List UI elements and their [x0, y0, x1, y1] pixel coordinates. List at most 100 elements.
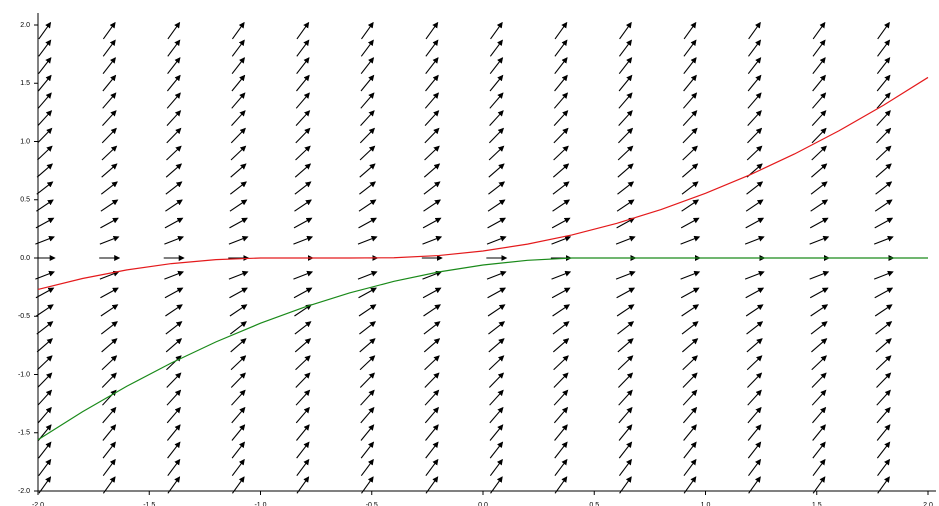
field-arrow: [680, 270, 701, 280]
field-arrow: [360, 424, 375, 441]
field-arrow: [294, 163, 312, 178]
field-arrow: [877, 39, 891, 57]
field-arrow: [296, 21, 310, 40]
field-arrow: [167, 458, 181, 477]
field-arrow: [487, 217, 506, 229]
field-arrow: [99, 270, 120, 280]
field-arrow: [422, 287, 442, 299]
field-arrow: [812, 57, 826, 75]
field-arrow: [229, 217, 248, 229]
field-arrow: [230, 338, 247, 353]
field-arrow: [361, 21, 374, 40]
field-arrow: [681, 304, 700, 317]
field-arrow: [357, 235, 378, 245]
field-arrow: [552, 199, 571, 212]
field-arrow: [682, 372, 698, 388]
field-arrow: [486, 270, 507, 280]
field-arrow: [423, 338, 441, 353]
field-arrow: [359, 321, 376, 335]
field-arrow: [744, 235, 765, 245]
field-arrow: [553, 355, 569, 371]
field-arrow: [423, 304, 441, 317]
field-arrow: [680, 217, 700, 229]
field-arrow: [100, 199, 119, 212]
field-arrow: [683, 458, 697, 477]
field-arrow: [682, 406, 698, 424]
field-arrow: [102, 110, 117, 126]
field-arrow: [102, 92, 117, 109]
field-arrow: [747, 110, 762, 126]
field-arrow: [488, 355, 505, 371]
field-arrow: [296, 424, 310, 441]
field-arrow: [359, 372, 375, 388]
y-tick-label: 1.5: [20, 80, 30, 87]
field-arrow: [747, 57, 762, 75]
field-arrow: [101, 163, 118, 178]
field-arrow: [683, 476, 697, 494]
field-arrow: [876, 441, 891, 459]
field-arrow: [682, 92, 698, 109]
x-tick-label: 0.5: [589, 502, 599, 506]
field-arrow: [618, 389, 633, 406]
field-arrow: [489, 458, 503, 477]
field-arrow: [551, 235, 572, 245]
field-arrow: [102, 74, 117, 92]
field-arrow: [553, 110, 569, 126]
field-arrow: [359, 145, 376, 161]
field-arrow: [100, 217, 119, 229]
field-arrow: [359, 163, 376, 178]
field-arrow: [876, 127, 892, 144]
field-arrow: [166, 74, 181, 92]
field-arrow: [425, 57, 439, 75]
field-arrow: [618, 424, 633, 441]
field-arrow: [425, 74, 439, 92]
field-arrow: [487, 287, 506, 299]
field-arrow: [874, 287, 894, 299]
field-arrow: [810, 321, 828, 335]
field-arrow: [617, 338, 634, 353]
field-arrow: [616, 304, 635, 317]
field-arrow: [358, 199, 377, 212]
field-arrow: [422, 270, 443, 280]
field-arrow: [422, 235, 443, 245]
field-arrow: [36, 163, 53, 178]
field-arrow: [618, 127, 634, 144]
field-arrow: [553, 145, 569, 161]
field-arrow: [296, 57, 310, 75]
field-arrow: [554, 74, 568, 92]
field-arrow: [618, 39, 632, 57]
field-arrow: [551, 270, 572, 280]
field-arrow: [102, 476, 116, 494]
field-arrow: [35, 287, 55, 299]
field-arrow: [489, 424, 504, 441]
field-arrow: [615, 270, 636, 280]
field-arrow: [296, 39, 310, 57]
field-arrow: [167, 21, 181, 40]
field-arrow: [876, 389, 891, 406]
field-arrow: [875, 338, 892, 353]
field-arrow: [748, 476, 761, 494]
field-arrow: [618, 458, 632, 477]
field-arrow: [164, 287, 184, 299]
y-tick-label: 0.5: [20, 197, 30, 204]
field-arrow: [747, 74, 762, 92]
field-arrow: [424, 372, 440, 388]
field-arrow: [809, 217, 829, 229]
field-arrow: [746, 355, 763, 371]
field-arrow: [811, 389, 827, 406]
field-arrow: [554, 441, 568, 459]
field-arrow: [747, 424, 762, 441]
field-arrow: [811, 372, 827, 388]
field-arrow: [230, 145, 247, 161]
field-arrow: [296, 441, 310, 459]
field-arrow: [231, 424, 246, 441]
field-arrow: [425, 441, 439, 459]
field-arrow: [358, 304, 377, 317]
field-arrow: [38, 476, 52, 494]
field-arrow: [615, 235, 636, 245]
field-arrow: [360, 110, 375, 126]
field-arrow: [488, 372, 505, 388]
field-arrow: [744, 270, 765, 280]
field-arrow: [360, 441, 375, 459]
field-arrow: [360, 57, 375, 75]
